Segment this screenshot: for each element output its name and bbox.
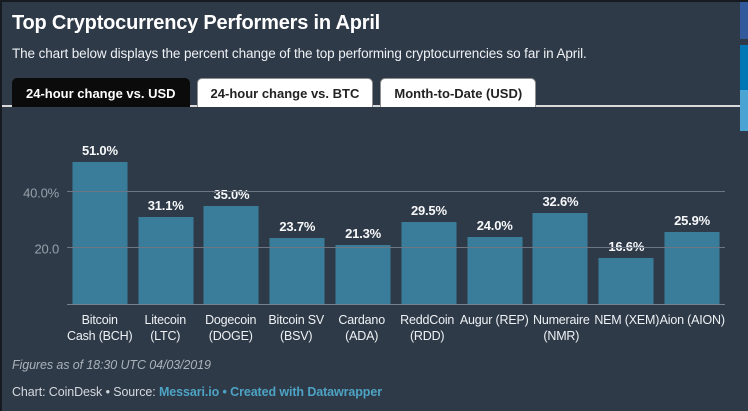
byline-prefix: Chart: CoinDesk • Source: [12,385,159,399]
share-button-3[interactable] [740,90,748,131]
bar-value-label: 24.0% [476,217,513,233]
tab-3[interactable]: Month-to-Date (USD) [380,78,537,107]
bar[interactable] [401,221,457,304]
chart-byline: Chart: CoinDesk • Source: Messari.io • C… [12,385,748,399]
share-button-1[interactable] [740,2,748,39]
bar-column: 25.9% [659,128,725,304]
x-axis-label: Aion (AION) [659,313,725,327]
bar-column: 23.7% [264,128,330,304]
x-axis-label: Bitcoin SV (BSV) [268,313,325,343]
tab-1[interactable]: 24-hour change vs. USD [12,78,190,107]
bar-column: 35.0% [199,128,265,304]
y-tick-label: 20.0 [34,241,59,257]
bar-column: 51.0% [67,128,133,304]
bar-value-label: 16.6% [608,239,644,254]
bar[interactable] [138,217,194,304]
bar-column: 16.6% [593,128,659,304]
bar[interactable] [664,231,720,304]
bar-column: 24.0% [462,128,528,304]
x-axis-label: Numeraire (NMR) [533,313,590,343]
bar-columns: 51.0% 31.1% 35.0% 23.7% 21.3% 29.5% 24.0% 32.6%… [67,128,725,304]
bar-chart: 40.0% 20.0 51.0% 31.1% 35.0% 23.7% 21.3% 29.5%… [12,128,748,344]
tab-2[interactable]: 24-hour change vs. BTC [196,78,374,107]
y-axis: 40.0% 20.0 [12,128,67,305]
bar[interactable] [203,206,259,304]
gridline-20 [67,246,725,249]
x-axis-label: Cardano (ADA) [338,313,385,343]
x-axis-label: ReddCoin (RDD) [400,313,455,343]
bar-value-label: 21.3% [345,225,382,241]
share-button-2[interactable] [740,45,748,90]
bar-value-label: 32.6% [542,193,579,209]
datawrapper-credit-link[interactable]: Created with Datawrapper [230,385,382,399]
byline-separator: • [219,385,231,399]
bar-value-label: 35.0% [213,187,250,203]
figures-note: Figures as of 18:30 UTC 04/03/2019 [12,358,211,372]
bar-value-label: 29.5% [410,202,447,218]
bar-value-label: 23.7% [279,218,316,234]
gridline-40 [67,190,725,193]
source-link[interactable]: Messari.io [158,385,220,399]
x-axis-label: NEM (XEM) [594,313,660,327]
bar-value-label: 25.9% [674,212,710,228]
x-axis-label: Dogecoin (DOGE) [205,313,257,343]
x-axis-label: Bitcoin Cash (BCH) [67,313,133,343]
bar-column: 32.6% [528,128,594,304]
bar-column: 29.5% [396,128,462,304]
bar-column: 21.3% [330,128,396,304]
plot-area: 51.0% 31.1% 35.0% 23.7% 21.3% 29.5% 24.0% 32.6%… [67,128,725,305]
page-title: Top Cryptocurrency Performers in April [12,12,381,34]
bar[interactable] [335,244,391,304]
bar[interactable] [269,237,325,304]
bar[interactable] [598,257,654,304]
bar[interactable] [72,161,128,304]
bar[interactable] [532,212,588,304]
bar-value-label: 51.0% [81,142,118,158]
datawrapper-chart: Top Cryptocurrency Performers in April T… [2,2,748,399]
x-axis-label: Augur (REP) [459,313,529,327]
x-axis-labels: Bitcoin Cash (BCH) Litecoin (LTC) Dogecoin… [67,312,725,344]
tab-underline [2,105,748,107]
chart-description: The chart below displays the percent cha… [12,46,587,61]
x-axis-label: Litecoin (LTC) [144,313,186,343]
tab-bar: 24-hour change vs. USD 24-hour change vs.… [2,78,748,107]
y-tick-label: 40.0% [23,185,59,201]
bar-column: 31.1% [133,128,199,304]
tabs-container: 24-hour change vs. USD 24-hour change vs.… [12,78,748,107]
bar-value-label: 31.1% [147,198,184,214]
